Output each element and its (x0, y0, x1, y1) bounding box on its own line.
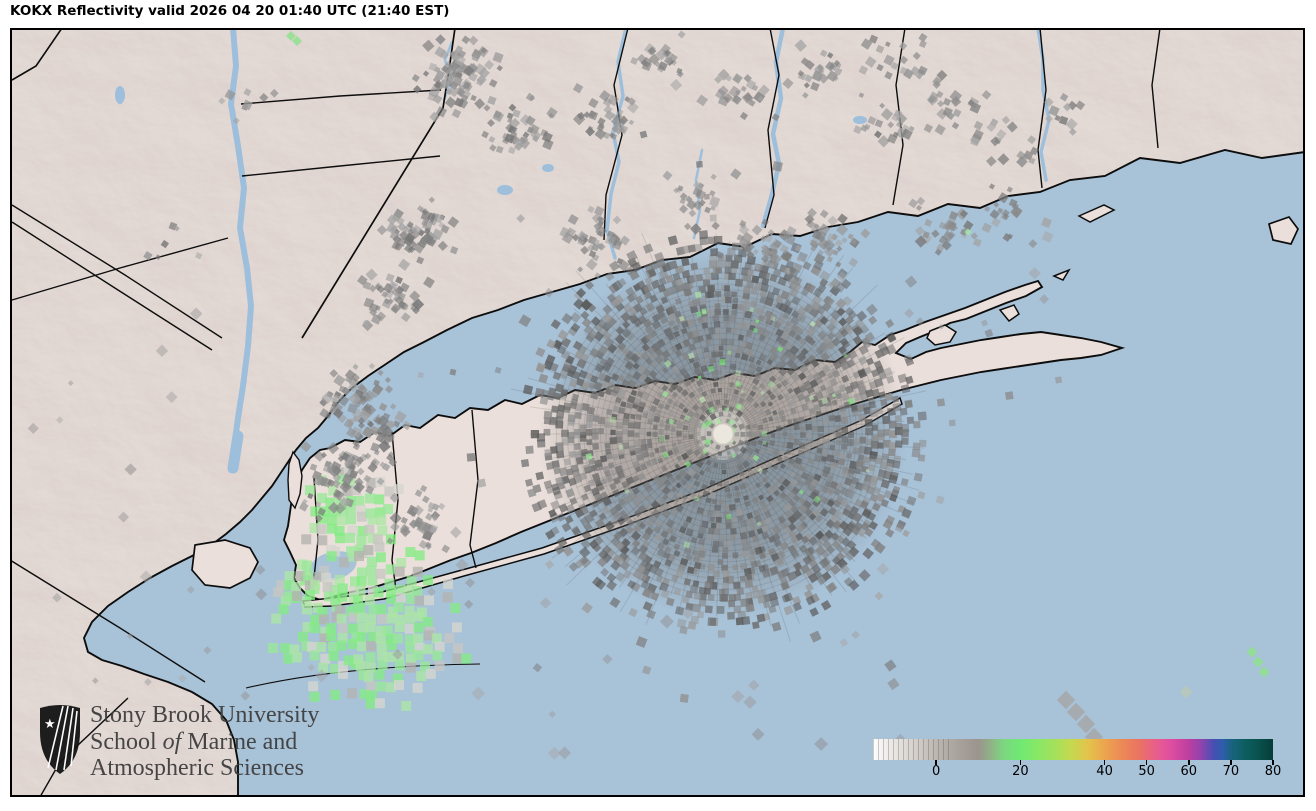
boundary-layer (10, 28, 1161, 797)
svg-text:★: ★ (44, 717, 56, 732)
mainland-coastline (82, 149, 1305, 797)
map-canvas (10, 28, 1305, 797)
stony-brook-logo: ★ Stony Brook University School of Marin… (38, 702, 319, 782)
logo-line-1: Stony Brook University (90, 702, 320, 728)
reflectivity-colorbar: 0 20 40 50 60 70 80 (873, 739, 1281, 779)
colorbar-tick-label: 80 (1264, 764, 1282, 779)
colorbar-hatch-pattern (873, 739, 949, 760)
manhattan-island (287, 450, 303, 510)
plum-island (1052, 268, 1071, 281)
colorbar-gradient (873, 739, 1273, 760)
colorbar-tick (1272, 760, 1274, 765)
colorbar-tick-label: 60 (1180, 764, 1198, 779)
shelter-island (926, 324, 958, 346)
colorbar-tick-label: 40 (1096, 764, 1113, 779)
block-island (1267, 215, 1299, 245)
colorbar-tick-label: 50 (1138, 764, 1155, 779)
colorbar-tick-label: 70 (1222, 764, 1240, 779)
colorbar-tick-label: 0 (932, 764, 941, 779)
colorbar-tick (1019, 760, 1022, 765)
page-title: KOKX Reflectivity valid 2026 04 20 01:40… (10, 3, 450, 19)
colorbar-tick (935, 760, 937, 765)
map-border (10, 28, 1305, 797)
colorbar-tick (1230, 760, 1232, 765)
stony-brook-shield-icon: ★ (40, 705, 80, 774)
staten-island (191, 539, 259, 589)
logo-line-3: Atmospheric Sciences (90, 755, 304, 781)
radar-site-dot (712, 423, 734, 445)
colorbar-tick (1145, 760, 1148, 765)
radar-clutter-layer (417, 130, 1063, 703)
colorbar-tick (1188, 760, 1190, 765)
logo-text: Stony Brook University School of Marine … (90, 702, 319, 782)
scattered-clutter-layer (27, 30, 1270, 760)
colorbar-tick-label: 20 (1012, 764, 1029, 779)
logo-line-2: School of Marine and (90, 728, 298, 755)
colorbar-tick (1103, 760, 1106, 765)
gardiners-island (998, 304, 1020, 323)
map-frame (10, 28, 1305, 797)
fishers-island (1077, 204, 1116, 223)
